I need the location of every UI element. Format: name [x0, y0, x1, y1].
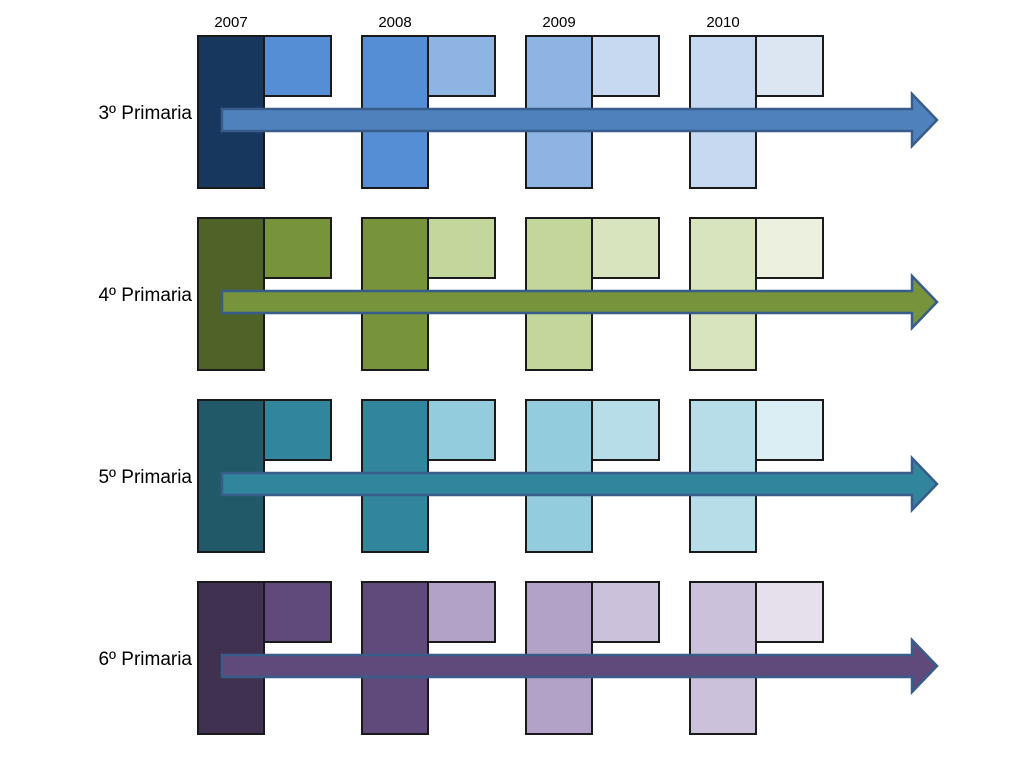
year-label-2009: 2009 [542, 14, 576, 31]
grade-row-5: 5º Primaria [0, 399, 1024, 553]
year-block-short [263, 399, 332, 461]
grade-row-3: 3º Primaria [0, 35, 1024, 189]
year-block-short [427, 35, 496, 97]
year-block-short [755, 399, 824, 461]
progress-arrow [220, 90, 939, 150]
progress-arrow [220, 454, 939, 514]
year-block-short [755, 581, 824, 643]
year-block-short [755, 217, 824, 279]
progress-arrow [220, 636, 939, 696]
grade-row-4: 4º Primaria [0, 217, 1024, 371]
year-block-short [427, 217, 496, 279]
year-label-2008: 2008 [378, 14, 412, 31]
year-block-short [263, 581, 332, 643]
year-label-2010: 2010 [706, 14, 740, 31]
row-label: 3º Primaria [98, 103, 192, 124]
year-block-short [755, 35, 824, 97]
year-block-short [591, 399, 660, 461]
row-label: 4º Primaria [98, 285, 192, 306]
arrow-shape [220, 90, 939, 150]
year-block-short [591, 581, 660, 643]
arrow-shape [220, 272, 939, 332]
year-label-2007: 2007 [214, 14, 248, 31]
progress-arrow [220, 272, 939, 332]
arrow-shape [220, 636, 939, 696]
year-block-short [591, 217, 660, 279]
year-block-short [591, 35, 660, 97]
year-block-short [263, 35, 332, 97]
arrow-shape [220, 454, 939, 514]
grade-row-6: 6º Primaria [0, 581, 1024, 735]
row-label: 6º Primaria [98, 649, 192, 670]
year-block-short [427, 581, 496, 643]
row-label: 5º Primaria [98, 467, 192, 488]
year-block-short [427, 399, 496, 461]
year-block-short [263, 217, 332, 279]
